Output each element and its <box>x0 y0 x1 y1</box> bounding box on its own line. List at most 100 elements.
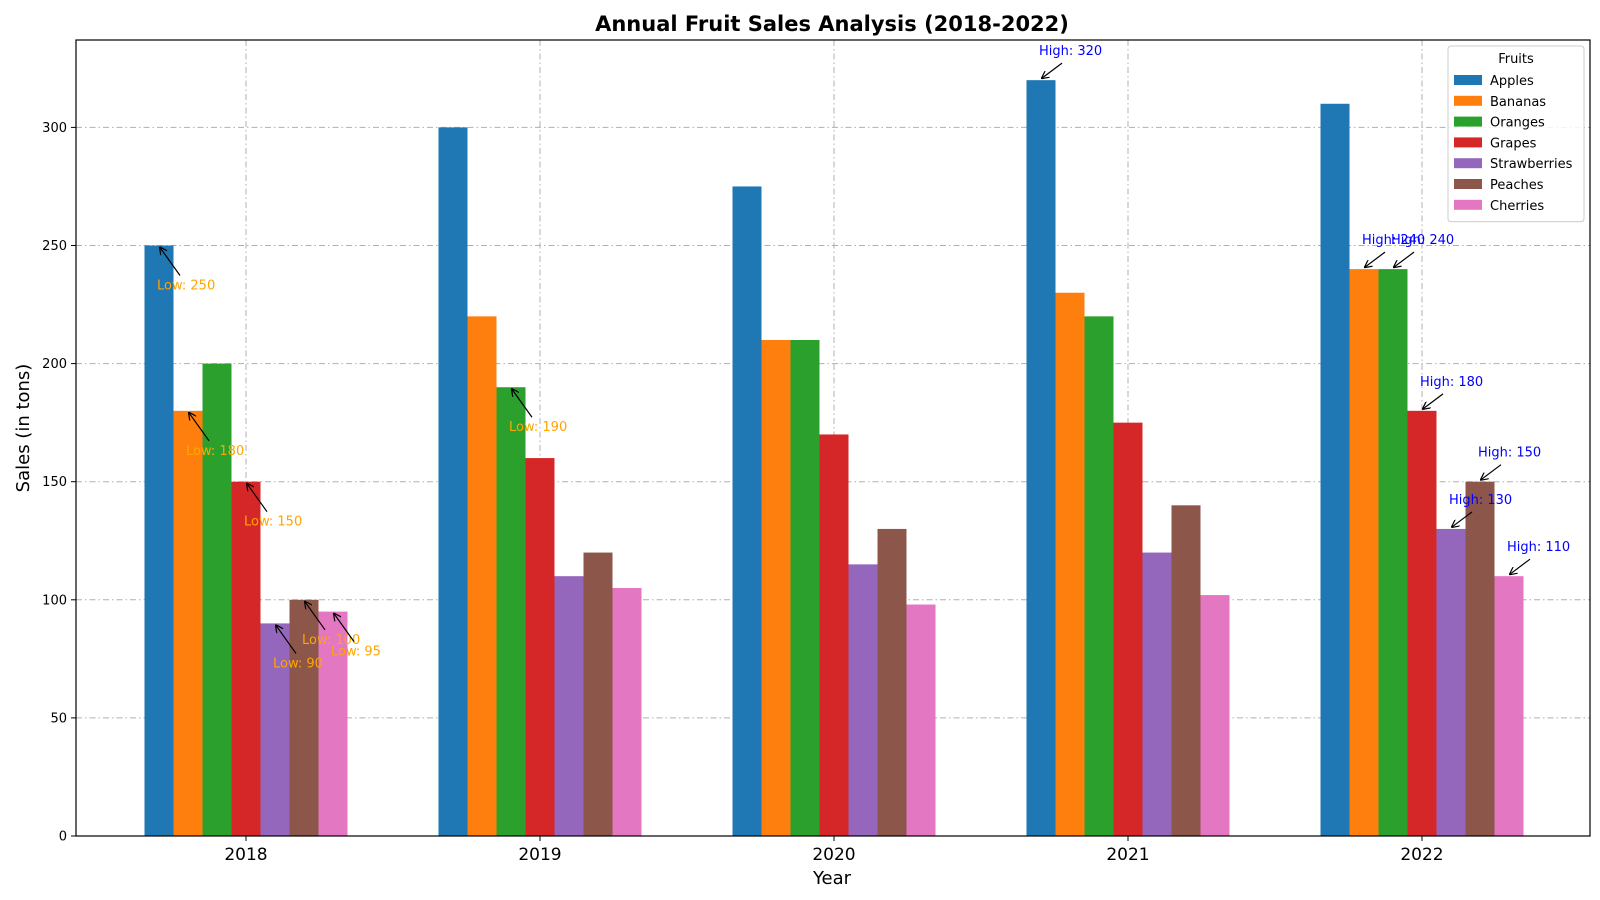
bar <box>1026 80 1056 837</box>
x-tick-label: 2021 <box>1106 845 1149 865</box>
annotation-arrow <box>1510 558 1531 574</box>
legend-label: Strawberries <box>1490 157 1573 172</box>
annotation-arrow <box>1042 62 1063 78</box>
annotation-label: Low: 150 <box>244 515 302 530</box>
bar <box>761 339 791 836</box>
bar <box>906 604 936 836</box>
bar <box>877 528 907 836</box>
bars-group <box>144 80 1524 837</box>
annotation-label: High: 110 <box>1507 540 1570 555</box>
bar <box>612 587 642 836</box>
x-tick-label: 2018 <box>224 845 267 865</box>
bar <box>289 599 319 836</box>
chart-title: Annual Fruit Sales Analysis (2018-2022) <box>595 12 1069 36</box>
bar <box>848 564 878 836</box>
annotation-arrow <box>334 614 355 642</box>
bar <box>1113 422 1143 836</box>
annotation-label: Low: 180 <box>186 444 244 459</box>
annotation-arrow <box>189 413 210 442</box>
annotation-arrow <box>276 625 297 654</box>
legend-label: Peaches <box>1490 178 1544 193</box>
legend-swatch <box>1454 137 1482 148</box>
annotation-label: High: 320 <box>1039 44 1102 59</box>
bar <box>1349 269 1379 836</box>
x-tick-label: 2020 <box>812 845 855 865</box>
bar <box>1084 316 1114 836</box>
annotation-label: High: 130 <box>1449 493 1512 508</box>
annotation-label: Low: 190 <box>509 420 567 435</box>
annotation-label: High: 180 <box>1420 375 1483 390</box>
bar <box>1436 528 1466 836</box>
y-tick-label: 150 <box>42 475 67 490</box>
y-tick-label: 100 <box>42 593 67 608</box>
bar <box>583 552 613 836</box>
annotation-arrow <box>247 484 268 513</box>
x-axis-label: Year <box>812 868 852 889</box>
legend-label: Cherries <box>1490 199 1544 214</box>
annotation-label: High: 150 <box>1478 446 1541 461</box>
y-tick-label: 250 <box>42 239 67 254</box>
bar <box>1494 576 1524 836</box>
bar <box>438 127 468 837</box>
bar <box>732 186 762 837</box>
y-tick-label: 0 <box>59 830 67 845</box>
legend-swatch <box>1454 95 1482 106</box>
x-tick-label: 2022 <box>1400 845 1443 865</box>
legend-swatch <box>1454 179 1482 189</box>
legend-swatch <box>1454 199 1482 210</box>
legend-label: Grapes <box>1490 136 1537 151</box>
bar <box>1378 269 1408 836</box>
legend-swatch <box>1454 75 1482 85</box>
bar <box>525 458 555 836</box>
annotation-arrow <box>1365 251 1386 267</box>
y-tick-label: 300 <box>42 121 67 136</box>
bar <box>819 434 849 836</box>
legend-label: Bananas <box>1490 95 1546 110</box>
annotation-arrow <box>305 602 326 631</box>
annotation-label: High: 240 <box>1391 233 1454 248</box>
annotation-arrow <box>1452 511 1473 527</box>
y-tick-label: 50 <box>50 711 67 726</box>
annotation-arrow <box>1481 464 1502 480</box>
legend-title: Fruits <box>1498 52 1534 67</box>
legend-frame <box>1447 45 1585 223</box>
bar <box>1200 595 1230 836</box>
y-axis-label: Sales (in tons) <box>13 364 34 493</box>
bar <box>318 611 348 836</box>
legend-label: Oranges <box>1490 116 1545 131</box>
annotation-label: Low: 250 <box>157 278 215 293</box>
bar <box>1465 481 1495 836</box>
plot-frame <box>75 39 1591 837</box>
annotation-arrow <box>1394 251 1415 267</box>
annotation-arrow <box>512 389 533 418</box>
annotation-arrow <box>160 247 181 276</box>
bar <box>202 363 232 836</box>
bar <box>1055 292 1085 836</box>
bar <box>1171 505 1201 836</box>
bar <box>1407 410 1437 836</box>
annotation-label: High: 240 <box>1362 233 1425 248</box>
bar <box>144 245 174 836</box>
bar <box>173 410 203 836</box>
bar <box>554 576 584 836</box>
annotation-label: Low: 100 <box>302 633 360 648</box>
bar <box>790 339 820 836</box>
legend-swatch <box>1454 158 1482 169</box>
y-tick-label: 200 <box>42 357 67 372</box>
legend-label: Apples <box>1490 74 1534 89</box>
annotation-label: Low: 90 <box>273 656 323 671</box>
legend: Fruits Apples Bananas Oranges Grapes Strawber… <box>1447 45 1585 223</box>
annotation-arrow <box>1423 393 1444 409</box>
bar <box>1320 103 1350 837</box>
bar <box>231 481 261 836</box>
bar <box>496 387 526 836</box>
annotations-group: Low: 250 Low: 180 Low: 190 Low: 150 Low: 90 L… <box>157 44 1570 671</box>
bar <box>1142 552 1172 836</box>
x-tick-label: 2019 <box>518 845 561 865</box>
bar <box>260 623 290 836</box>
bar <box>467 316 497 836</box>
axes-group: 0 50 100 150 200 250 300 2018 2019 2020 2021 2022 <box>42 39 1591 865</box>
legend-swatch <box>1454 116 1482 127</box>
annotation-label: Low: 95 <box>331 645 381 660</box>
